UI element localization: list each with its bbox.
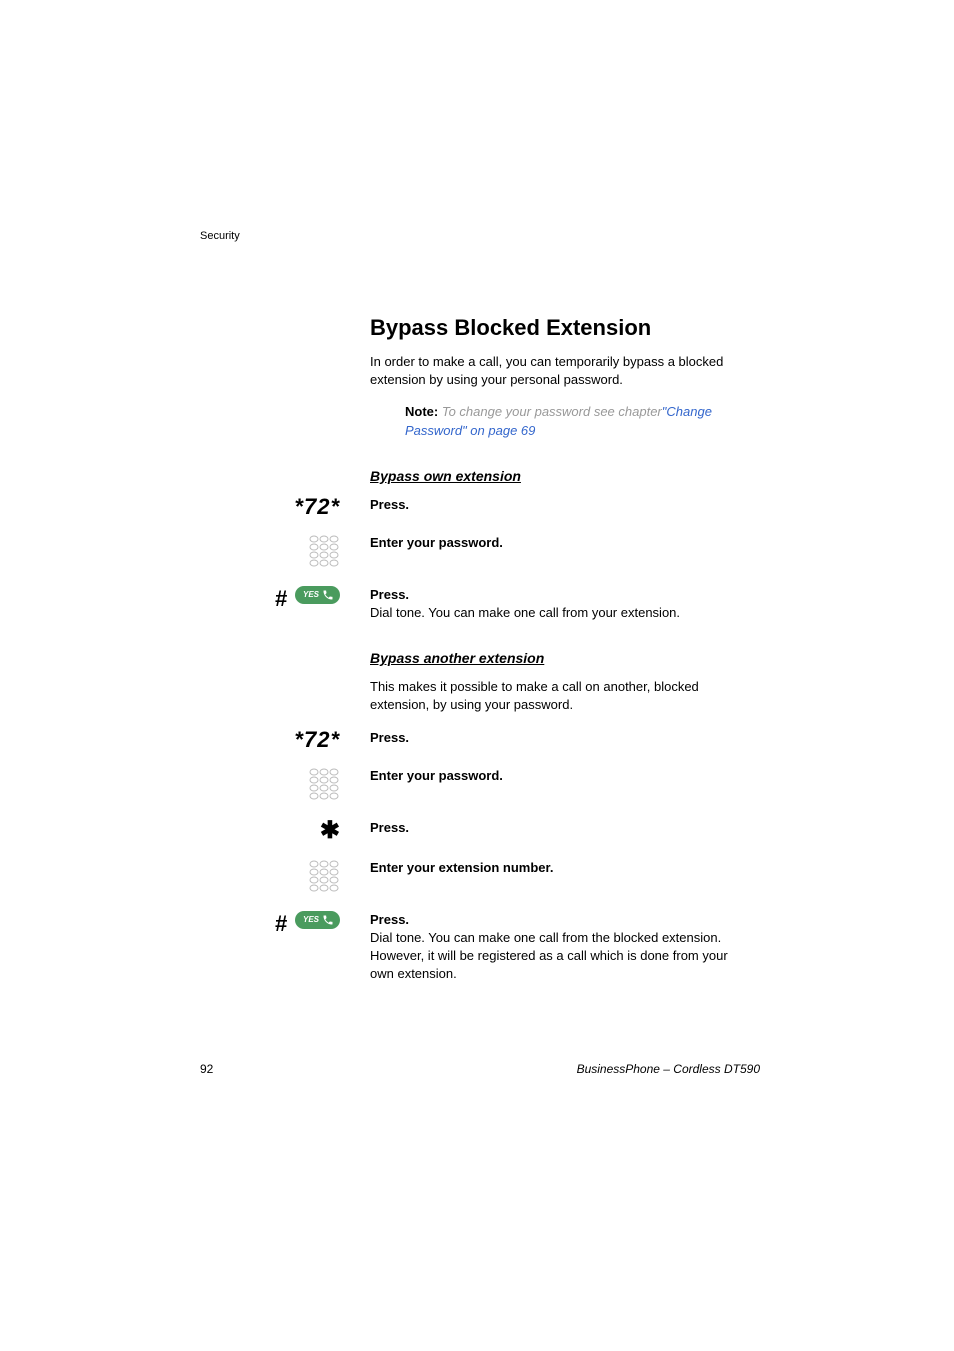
yes-label: YES bbox=[303, 915, 319, 924]
enter-password-label: Enter your password. bbox=[370, 535, 503, 550]
intro-text: In order to make a call, you can tempora… bbox=[370, 353, 740, 389]
yes-button-icon: YES bbox=[295, 911, 340, 929]
code-icon: *72* bbox=[200, 496, 370, 518]
keypad-icon bbox=[200, 767, 370, 803]
subsection-another-title: Bypass another extension bbox=[370, 650, 760, 666]
hash-icon: # bbox=[275, 911, 287, 937]
hash-yes-icon: # YES bbox=[200, 586, 370, 612]
section-title: Bypass Blocked Extension bbox=[370, 315, 760, 341]
page-number: 92 bbox=[200, 1062, 213, 1076]
enter-password-label: Enter your password. bbox=[370, 768, 503, 783]
sub2-intro: This makes it possible to make a call on… bbox=[370, 678, 740, 714]
step-row: ✱ Press. bbox=[200, 819, 760, 843]
code-icon: *72* bbox=[200, 729, 370, 751]
note-grey-text: To change your password see chapter bbox=[438, 404, 662, 419]
page-header-section: Security bbox=[200, 230, 240, 242]
note-label: Note: bbox=[405, 404, 438, 419]
dial-code-text: *72* bbox=[294, 496, 340, 518]
dial-tone-text: Dial tone. You can make one call from yo… bbox=[370, 604, 740, 622]
step-row: # YES Press. Dial tone. You can make one… bbox=[200, 586, 760, 622]
main-content: Bypass Blocked Extension In order to mak… bbox=[200, 315, 760, 999]
step-row: Enter your password. bbox=[200, 767, 760, 803]
hash-yes-icon: # YES bbox=[200, 911, 370, 937]
hash-icon: # bbox=[275, 586, 287, 612]
note-block: Note: To change your password see chapte… bbox=[405, 403, 745, 439]
keypad-icon bbox=[200, 534, 370, 570]
press-label: Press. bbox=[370, 911, 740, 929]
step-row: Enter your extension number. bbox=[200, 859, 760, 895]
step-row: Enter your password. bbox=[200, 534, 760, 570]
step-row: # YES Press. Dial tone. You can make one… bbox=[200, 911, 760, 984]
step-row: *72* Press. bbox=[200, 729, 760, 751]
star-symbol: ✱ bbox=[320, 819, 340, 843]
step-row: *72* Press. bbox=[200, 496, 760, 518]
press-label: Press. bbox=[370, 820, 409, 835]
press-label: Press. bbox=[370, 586, 740, 604]
yes-label: YES bbox=[303, 590, 319, 599]
yes-button-icon: YES bbox=[295, 586, 340, 604]
star-icon: ✱ bbox=[200, 819, 370, 843]
enter-extension-label: Enter your extension number. bbox=[370, 860, 554, 875]
press-label: Press. bbox=[370, 730, 409, 745]
keypad-icon bbox=[200, 859, 370, 895]
dial-tone-text: Dial tone. You can make one call from th… bbox=[370, 929, 740, 984]
page-footer: 92 BusinessPhone – Cordless DT590 bbox=[200, 1062, 760, 1076]
product-name: BusinessPhone – Cordless DT590 bbox=[577, 1062, 760, 1076]
dial-code-text: *72* bbox=[294, 729, 340, 751]
subsection-own-title: Bypass own extension bbox=[370, 468, 760, 484]
press-label: Press. bbox=[370, 497, 409, 512]
